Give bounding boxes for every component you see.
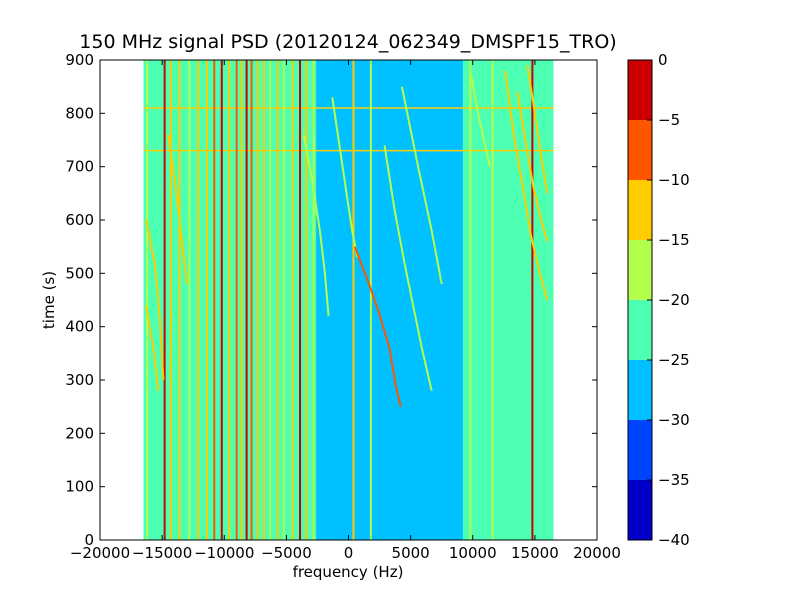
- y-axis: 0 100 200 300 400 500 600 700 800 900: [65, 51, 597, 549]
- colorbar: 0 −5 −10 −15 −20 −25 −30 −35 −40: [627, 51, 690, 549]
- x-tick-label: 20000: [573, 544, 621, 562]
- x-axis: −20000 −15000 −10000 −5000 0 5000 10000 15000 20…: [70, 60, 621, 562]
- heatmap-signal-track: [469, 70, 492, 167]
- colorbar-tick-label: 0: [658, 51, 668, 69]
- y-tick-label: 500: [65, 264, 94, 282]
- y-tick-label: 300: [65, 371, 94, 389]
- y-tick-label: 400: [65, 318, 94, 336]
- y-tick-label: 900: [65, 51, 94, 69]
- x-tick-label: −10000: [194, 544, 254, 562]
- colorbar-segment: [628, 240, 652, 300]
- x-tick-label: 0: [344, 544, 354, 562]
- colorbar-segment: [628, 480, 652, 540]
- heatmap-signal-track: [383, 145, 433, 391]
- y-tick-label: 100: [65, 478, 94, 496]
- heatmap-low-band: [316, 60, 463, 540]
- colorbar-segment: [628, 300, 652, 360]
- colorbar-segment: [628, 60, 652, 120]
- heatmap-signal-track: [145, 219, 165, 381]
- x-tick-label: −20000: [70, 544, 130, 562]
- heatmap-signal-track: [353, 246, 402, 407]
- colorbar-tick-label: −35: [658, 471, 690, 489]
- x-tick-label: 15000: [511, 544, 559, 562]
- colorbar-tick-label: −40: [658, 531, 690, 549]
- x-tick-label: 10000: [449, 544, 497, 562]
- chart-title: 150 MHz signal PSD (20120124_062349_DMSP…: [79, 31, 616, 53]
- heatmap-signal-track: [302, 134, 330, 317]
- x-tick-label: −15000: [132, 544, 192, 562]
- colorbar-tick-label: −20: [658, 291, 690, 309]
- y-tick-label: 600: [65, 211, 94, 229]
- heatmap-signal-track: [331, 97, 359, 258]
- heatmap-image: [143, 60, 554, 540]
- heatmap-signal-track: [526, 65, 549, 194]
- y-tick-label: 800: [65, 104, 94, 122]
- colorbar-tick-label: −5: [658, 111, 680, 129]
- colorbar-segment: [628, 180, 652, 240]
- colorbar-tick-label: −25: [658, 351, 690, 369]
- y-tick-label: 700: [65, 158, 94, 176]
- heatmap-signal-track: [145, 305, 160, 391]
- colorbar-tick-label: −15: [658, 231, 690, 249]
- colorbar-tick-label: −10: [658, 171, 690, 189]
- heatmap-signal-track: [516, 91, 549, 242]
- y-axis-label: time (s): [40, 271, 58, 329]
- heatmap-signal-track: [400, 86, 443, 285]
- plot-area: [99, 59, 598, 541]
- y-tick-label: 200: [65, 424, 94, 442]
- y-tick-label: 0: [84, 531, 94, 549]
- heatmap-signal-track: [167, 134, 188, 285]
- x-tick-label: 5000: [392, 544, 430, 562]
- colorbar-segment: [628, 420, 652, 480]
- colorbar-tick-label: −30: [658, 411, 690, 429]
- colorbar-segment: [628, 360, 652, 420]
- x-tick-label: −5000: [261, 544, 312, 562]
- colorbar-segment: [628, 120, 652, 180]
- heatmap-signal-track: [504, 70, 549, 301]
- x-axis-label: frequency (Hz): [293, 563, 404, 581]
